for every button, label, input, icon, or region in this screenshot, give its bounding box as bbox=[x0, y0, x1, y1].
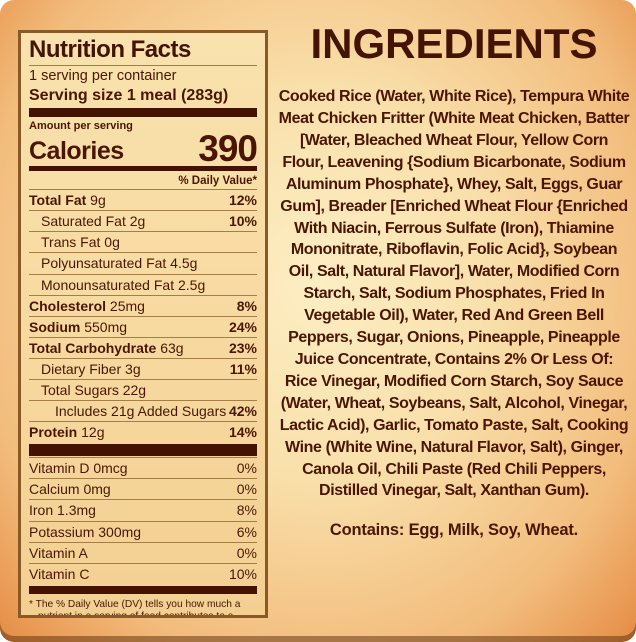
nutrient-daily-value: 24% bbox=[228, 318, 257, 335]
serving-size: Serving size 1 meal (283g) bbox=[29, 86, 257, 105]
nutrient-daily-value: 10% bbox=[228, 213, 257, 230]
nutrient-row: Vitamin A 0% bbox=[29, 541, 257, 563]
nutrient-row: Total Carbohydrate 63g 23% bbox=[29, 336, 257, 358]
nutrient-daily-value: 42% bbox=[228, 403, 257, 420]
nutrient-name: Trans Fat 0g bbox=[41, 234, 120, 251]
nutrient-row: Trans Fat 0g bbox=[29, 231, 257, 252]
nutrient-daily-value: 8% bbox=[236, 297, 257, 314]
nutrient-name: Total Carbohydrate 63g bbox=[29, 339, 184, 356]
nutrient-rows: Total Fat 9g 12% Saturated Fat 2g 10% Tr… bbox=[29, 189, 257, 442]
calories-label: Calories bbox=[29, 137, 124, 166]
nutrient-row: Includes 21g Added Sugars 42% bbox=[29, 400, 257, 421]
nutrient-row: Iron 1.3mg 8% bbox=[29, 499, 257, 520]
nutrient-row: Protein 12g 14% bbox=[29, 421, 257, 442]
allergen-statement: Contains: Egg, Milk, Soy, Wheat. bbox=[329, 521, 579, 540]
amount-per-serving-label: Amount per serving bbox=[29, 120, 133, 133]
servings-per-container: 1 serving per container bbox=[29, 68, 177, 85]
nutrient-row: Sodium 550mg 24% bbox=[29, 315, 257, 337]
nutrient-name: Vitamin D 0mcg bbox=[29, 460, 128, 477]
calories-row: Calories 390 bbox=[29, 127, 258, 169]
nutrient-name: Vitamin C bbox=[29, 565, 90, 582]
divider-thick bbox=[29, 585, 257, 594]
ingredients-text: Cooked Rice (Water, White Rice), Tempura… bbox=[278, 88, 630, 500]
nutrient-row: Total Sugars 22g bbox=[29, 378, 257, 400]
calories-value: 390 bbox=[198, 127, 258, 169]
nutrient-name: Includes 21g Added Sugars bbox=[55, 403, 227, 420]
nutrient-row: Calcium 0mg 0% bbox=[29, 478, 257, 499]
daily-value-footnote: * The % Daily Value (DV) tells you how m… bbox=[29, 598, 241, 618]
serving-size-value: 1 meal (283g) bbox=[126, 86, 229, 104]
nutrient-daily-value: 23% bbox=[228, 339, 257, 356]
nutrient-daily-value: 6% bbox=[236, 523, 257, 540]
ingredients-panel: INGREDIENTS Cooked Rice (Water, White Ri… bbox=[276, 20, 632, 540]
nutrient-name: Potassium 300mg bbox=[29, 523, 142, 540]
nutrient-row: Saturated Fat 2g 10% bbox=[29, 210, 257, 231]
nutrient-daily-value: 14% bbox=[228, 424, 257, 441]
ingredients-title: INGREDIENTS bbox=[310, 20, 598, 67]
divider-thick bbox=[29, 108, 257, 118]
nutrient-name: Sodium 550mg bbox=[29, 318, 128, 335]
nutrient-row: Vitamin D 0mcg 0% bbox=[29, 457, 257, 478]
nutrient-name: Iron 1.3mg bbox=[29, 502, 96, 519]
nutrient-name: Protein 12g bbox=[29, 424, 105, 441]
nutrient-row: Monounsaturated Fat 2.5g bbox=[29, 273, 257, 295]
nutrition-facts-title: Nutrition Facts bbox=[29, 37, 257, 67]
daily-value-header: % Daily Value* bbox=[178, 175, 257, 188]
nutrient-daily-value: 10% bbox=[228, 565, 257, 582]
vitamin-rows: Vitamin D 0mcg 0% Calcium 0mg 0% Iron 1.… bbox=[29, 457, 257, 584]
nutrient-name: Dietary Fiber 3g bbox=[41, 360, 141, 377]
nutrient-row: Cholesterol 25mg 8% bbox=[29, 294, 257, 316]
nutrient-name: Total Fat 9g bbox=[29, 192, 106, 209]
nutrient-row: Potassium 300mg 6% bbox=[29, 520, 257, 542]
nutrition-facts-panel: Nutrition Facts 1 serving per container … bbox=[18, 30, 268, 618]
nutrient-name: Cholesterol 25mg bbox=[29, 297, 145, 314]
nutrient-name: Saturated Fat 2g bbox=[41, 213, 146, 230]
nutrient-row: Total Fat 9g 12% bbox=[29, 189, 257, 210]
nutrient-daily-value: 12% bbox=[228, 192, 257, 209]
nutrient-row: Vitamin C 10% bbox=[29, 562, 257, 584]
nutrient-daily-value: 11% bbox=[229, 360, 257, 377]
nutrient-row: Polyunsaturated Fat 4.5g bbox=[29, 252, 257, 273]
nutrient-daily-value: 0% bbox=[236, 460, 257, 477]
divider-medium bbox=[29, 166, 257, 172]
nutrient-row: Dietary Fiber 3g 11% bbox=[29, 357, 257, 379]
nutrient-name: Monounsaturated Fat 2.5g bbox=[41, 276, 206, 293]
nutrient-name: Polyunsaturated Fat 4.5g bbox=[41, 255, 198, 272]
nutrient-daily-value: 0% bbox=[236, 481, 257, 498]
serving-size-label: Serving size bbox=[29, 86, 123, 104]
nutrient-daily-value: 0% bbox=[236, 544, 257, 561]
divider-thick bbox=[29, 444, 257, 457]
nutrient-daily-value: 8% bbox=[236, 502, 257, 519]
nutrient-name: Calcium 0mg bbox=[29, 481, 111, 498]
nutrient-name: Total Sugars 22g bbox=[41, 381, 147, 398]
nutrient-name: Vitamin A bbox=[29, 544, 88, 561]
